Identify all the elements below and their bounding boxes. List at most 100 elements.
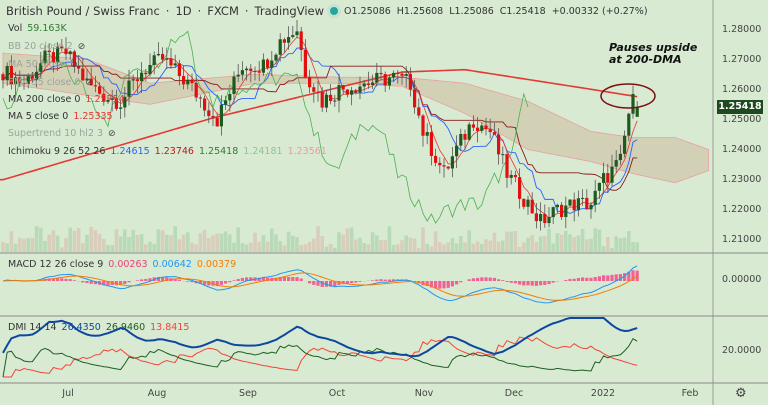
volume-bar bbox=[509, 231, 513, 252]
legend-label: MA 200 close 0 bbox=[8, 94, 81, 105]
volume-bar bbox=[160, 230, 165, 252]
candle-body bbox=[9, 65, 13, 85]
candle-body bbox=[484, 125, 488, 130]
candle-body bbox=[602, 173, 606, 183]
macd-histogram-bar bbox=[392, 279, 396, 281]
hidden-eye-icon[interactable]: ⊘ bbox=[85, 77, 93, 88]
legend-value: 26.4350 bbox=[61, 322, 101, 333]
candle-body bbox=[257, 71, 261, 73]
volume-bar bbox=[568, 234, 572, 252]
volume-bar bbox=[467, 230, 471, 252]
volume-bar bbox=[375, 235, 379, 252]
macd-histogram-bar bbox=[442, 281, 446, 289]
price-tick: 1.28000 bbox=[722, 24, 762, 35]
volume-bar bbox=[337, 232, 341, 252]
candle-body bbox=[186, 79, 190, 85]
candle-body bbox=[190, 79, 194, 84]
candle-body bbox=[81, 68, 85, 81]
macd-histogram-bar bbox=[564, 280, 568, 281]
candle-body bbox=[152, 55, 156, 66]
candle-body bbox=[140, 72, 144, 82]
legend-ema55[interactable]: EMA 55 close 0 ⊘ bbox=[8, 77, 93, 88]
legend-supertrend[interactable]: Supertrend 10 hl2 3 ⊘ bbox=[8, 128, 116, 139]
settings-gear-icon[interactable]: ⚙ bbox=[735, 386, 747, 401]
legend-ma5[interactable]: MA 5 close 0 1.25335 bbox=[8, 111, 113, 122]
volume-bar bbox=[631, 241, 635, 252]
candle-body bbox=[43, 50, 47, 64]
volume-bar bbox=[282, 245, 287, 252]
macd-histogram-bar bbox=[492, 277, 496, 281]
legend-vol[interactable]: Vol 59.163K bbox=[8, 23, 67, 34]
hidden-eye-icon[interactable]: ⊘ bbox=[108, 128, 116, 139]
macd-histogram-bar bbox=[434, 281, 438, 289]
time-tick: Dec bbox=[504, 388, 524, 399]
macd-histogram-bar bbox=[177, 279, 181, 281]
candle-body bbox=[203, 98, 207, 111]
candle-body bbox=[396, 72, 400, 74]
volume-bar bbox=[400, 240, 404, 252]
macd-histogram-bar bbox=[190, 281, 194, 283]
candle-body bbox=[119, 107, 123, 109]
candle-body bbox=[295, 31, 299, 36]
legend-ichimoku[interactable]: Ichimoku 9 26 52 26 1.24615 1.23746 1.25… bbox=[8, 146, 327, 157]
macd-histogram-bar bbox=[156, 276, 160, 281]
macd-histogram-bar bbox=[295, 277, 299, 281]
macd-histogram-bar bbox=[387, 279, 391, 281]
candle-body bbox=[463, 133, 467, 140]
candle-body bbox=[480, 125, 484, 131]
candle-body bbox=[47, 50, 51, 53]
candle-body bbox=[316, 91, 320, 93]
macd-histogram-bar bbox=[119, 281, 123, 285]
candle-body bbox=[358, 86, 362, 93]
candle-body bbox=[614, 160, 618, 167]
legend-bb[interactable]: BB 20 close 2 ⊘ bbox=[8, 41, 85, 52]
candle-body bbox=[404, 74, 408, 76]
legend-ma50[interactable]: MA 50 close ⊘ bbox=[8, 59, 78, 70]
interval[interactable]: 1D bbox=[175, 4, 192, 18]
volume-bar bbox=[429, 246, 434, 252]
volume-bar bbox=[589, 238, 593, 252]
annotation-text[interactable]: Pauses upside at 200-DMA bbox=[609, 42, 697, 66]
hidden-eye-icon[interactable]: ⊘ bbox=[77, 41, 86, 52]
volume-bar bbox=[165, 234, 169, 252]
legend-ma200[interactable]: MA 200 close 0 1.25754 bbox=[8, 94, 125, 105]
macd-histogram-bar bbox=[123, 281, 127, 285]
candle-body bbox=[249, 68, 253, 72]
volume-bar bbox=[417, 247, 421, 252]
candle-body bbox=[278, 39, 282, 55]
candle-body bbox=[333, 100, 337, 102]
candle-body bbox=[102, 93, 106, 102]
volume-bar bbox=[286, 231, 291, 252]
macd-histogram-bar bbox=[203, 281, 207, 285]
candle-body bbox=[266, 59, 270, 68]
candle-body bbox=[476, 127, 480, 131]
macd-histogram-bar bbox=[245, 277, 249, 281]
volume-bar bbox=[26, 238, 30, 252]
legend-value: 1.25335 bbox=[73, 111, 113, 122]
candle-body bbox=[224, 100, 228, 105]
legend-macd[interactable]: MACD 12 26 close 9 0.00263 0.00642 0.003… bbox=[8, 259, 236, 270]
macd-histogram-bar bbox=[236, 278, 240, 281]
macd-line bbox=[2, 265, 638, 304]
hidden-eye-icon[interactable]: ⊘ bbox=[70, 59, 78, 70]
macd-histogram-bar bbox=[547, 281, 551, 285]
volume-bar bbox=[463, 242, 467, 252]
legend-dmi[interactable]: DMI 14 14 26.4350 26.9460 13.8415 bbox=[8, 322, 189, 333]
macd-histogram-bar bbox=[467, 279, 471, 281]
macd-histogram-bar bbox=[333, 281, 337, 287]
candle-body bbox=[450, 156, 454, 169]
candle-body bbox=[324, 94, 328, 108]
volume-bar bbox=[324, 246, 329, 252]
candle-body bbox=[68, 51, 72, 55]
macd-tick: 0.00000 bbox=[722, 274, 762, 285]
candle-body bbox=[26, 76, 30, 85]
volume-bar bbox=[169, 235, 173, 252]
candle-body bbox=[434, 155, 438, 163]
symbol-name[interactable]: British Pound / Swiss Franc bbox=[6, 4, 160, 18]
candle-body bbox=[240, 70, 244, 75]
macd-histogram-bar bbox=[488, 277, 492, 281]
macd-histogram-bar bbox=[610, 274, 614, 281]
candle-body bbox=[329, 94, 333, 102]
